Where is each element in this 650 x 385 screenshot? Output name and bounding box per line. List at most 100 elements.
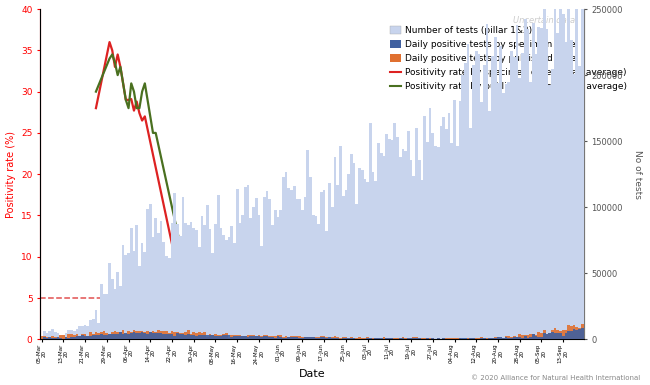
Bar (518, 337, 521, 339)
Bar (562, 336, 565, 339)
Bar (133, 332, 135, 339)
Bar (515, 337, 518, 339)
Bar (181, 334, 184, 339)
Bar (374, 338, 377, 339)
Bar (301, 338, 304, 339)
Bar (95, 310, 98, 339)
Bar (141, 331, 144, 339)
Bar (320, 336, 323, 339)
Bar (551, 69, 554, 339)
Bar (168, 333, 171, 339)
Bar (274, 336, 277, 339)
Bar (418, 338, 421, 339)
Bar (98, 333, 100, 339)
Bar (230, 226, 233, 339)
Bar (404, 338, 407, 339)
Bar (494, 336, 497, 339)
Bar (578, 329, 581, 339)
Bar (505, 336, 508, 339)
Bar (437, 338, 439, 339)
Bar (551, 332, 554, 339)
Bar (502, 93, 505, 339)
Bar (65, 336, 68, 339)
Bar (567, 0, 570, 339)
Bar (287, 336, 290, 339)
Bar (573, 74, 575, 339)
Bar (489, 338, 491, 339)
Bar (524, 335, 526, 339)
Bar (575, 330, 578, 339)
Bar (241, 336, 244, 339)
Bar (105, 335, 108, 339)
Bar (535, 336, 538, 339)
Bar (293, 336, 296, 339)
Bar (98, 323, 100, 339)
Bar (396, 137, 399, 339)
Bar (151, 236, 154, 339)
Bar (108, 334, 111, 339)
Bar (92, 319, 95, 339)
Bar (432, 133, 434, 339)
Bar (545, 334, 548, 339)
Bar (298, 338, 301, 339)
Bar (513, 337, 515, 339)
Bar (263, 196, 266, 339)
Bar (268, 336, 271, 339)
Bar (70, 330, 73, 339)
Bar (285, 338, 287, 339)
Bar (480, 338, 483, 339)
Bar (200, 335, 203, 339)
Bar (84, 336, 86, 339)
Bar (306, 337, 309, 339)
Bar (282, 177, 285, 339)
Bar (296, 336, 298, 339)
Bar (146, 331, 149, 339)
Bar (65, 337, 68, 339)
Bar (293, 186, 296, 339)
Bar (442, 338, 445, 339)
Bar (358, 168, 361, 339)
Bar (475, 338, 478, 339)
Bar (138, 333, 141, 339)
Bar (551, 330, 554, 339)
Bar (559, 331, 562, 339)
Bar (119, 332, 122, 339)
Bar (578, 67, 581, 339)
Bar (306, 337, 309, 339)
Bar (339, 338, 342, 339)
Bar (266, 191, 268, 339)
Legend: Number of tests (pillar 1&2), Daily positive tests by specimen date, Daily posit: Number of tests (pillar 1&2), Daily posi… (387, 23, 630, 94)
Bar (342, 338, 345, 339)
Bar (141, 332, 144, 339)
Bar (475, 50, 478, 339)
Bar (179, 333, 181, 339)
Bar (241, 215, 244, 339)
Bar (538, 27, 540, 339)
Bar (581, 324, 584, 339)
Bar (469, 338, 472, 339)
Bar (165, 334, 168, 339)
Bar (78, 336, 81, 339)
Bar (190, 334, 192, 339)
Bar (122, 330, 124, 339)
Bar (203, 335, 206, 339)
Bar (225, 335, 227, 339)
Bar (383, 156, 385, 339)
Bar (75, 334, 78, 339)
Bar (149, 333, 151, 339)
Bar (399, 338, 402, 339)
Bar (361, 338, 363, 339)
Bar (356, 338, 358, 339)
Bar (399, 338, 402, 339)
Bar (298, 336, 301, 339)
Bar (280, 337, 282, 339)
Bar (86, 336, 89, 339)
Bar (497, 83, 499, 339)
Bar (418, 338, 421, 339)
Bar (483, 338, 486, 339)
Bar (195, 230, 198, 339)
Bar (92, 335, 95, 339)
Bar (377, 338, 380, 339)
Bar (347, 174, 350, 339)
Bar (146, 333, 149, 339)
